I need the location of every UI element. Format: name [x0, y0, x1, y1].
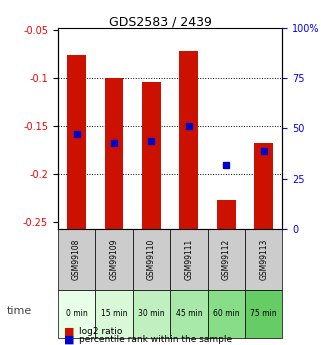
FancyBboxPatch shape	[245, 229, 282, 290]
FancyBboxPatch shape	[133, 229, 170, 290]
Text: 15 min: 15 min	[101, 309, 127, 318]
Text: ■: ■	[64, 335, 75, 345]
Text: GSM99109: GSM99109	[109, 239, 118, 280]
FancyBboxPatch shape	[208, 290, 245, 338]
FancyBboxPatch shape	[95, 290, 133, 338]
Text: GSM99110: GSM99110	[147, 239, 156, 280]
Bar	[179, 51, 198, 229]
FancyBboxPatch shape	[170, 229, 208, 290]
FancyBboxPatch shape	[58, 229, 95, 290]
Text: GSM99111: GSM99111	[184, 239, 193, 280]
Text: percentile rank within the sample: percentile rank within the sample	[79, 335, 232, 344]
Text: GSM99108: GSM99108	[72, 239, 81, 280]
Bar	[142, 82, 161, 229]
FancyBboxPatch shape	[245, 290, 282, 338]
Bar	[254, 143, 273, 229]
Text: 60 min: 60 min	[213, 309, 239, 318]
FancyBboxPatch shape	[58, 290, 95, 338]
Bar	[217, 200, 236, 229]
FancyBboxPatch shape	[133, 290, 170, 338]
FancyBboxPatch shape	[170, 290, 208, 338]
Text: GSM99113: GSM99113	[259, 239, 268, 280]
FancyBboxPatch shape	[95, 229, 133, 290]
Text: 30 min: 30 min	[138, 309, 165, 318]
Text: 0 min: 0 min	[65, 309, 87, 318]
Bar	[67, 56, 86, 229]
Text: time: time	[6, 306, 32, 316]
Text: ■: ■	[64, 326, 75, 336]
Text: log2 ratio: log2 ratio	[79, 327, 122, 336]
Bar	[105, 78, 123, 229]
Text: 45 min: 45 min	[176, 309, 202, 318]
Text: GDS2583 / 2439: GDS2583 / 2439	[109, 16, 212, 29]
FancyBboxPatch shape	[208, 229, 245, 290]
Text: GSM99112: GSM99112	[222, 239, 231, 280]
Text: 75 min: 75 min	[250, 309, 277, 318]
